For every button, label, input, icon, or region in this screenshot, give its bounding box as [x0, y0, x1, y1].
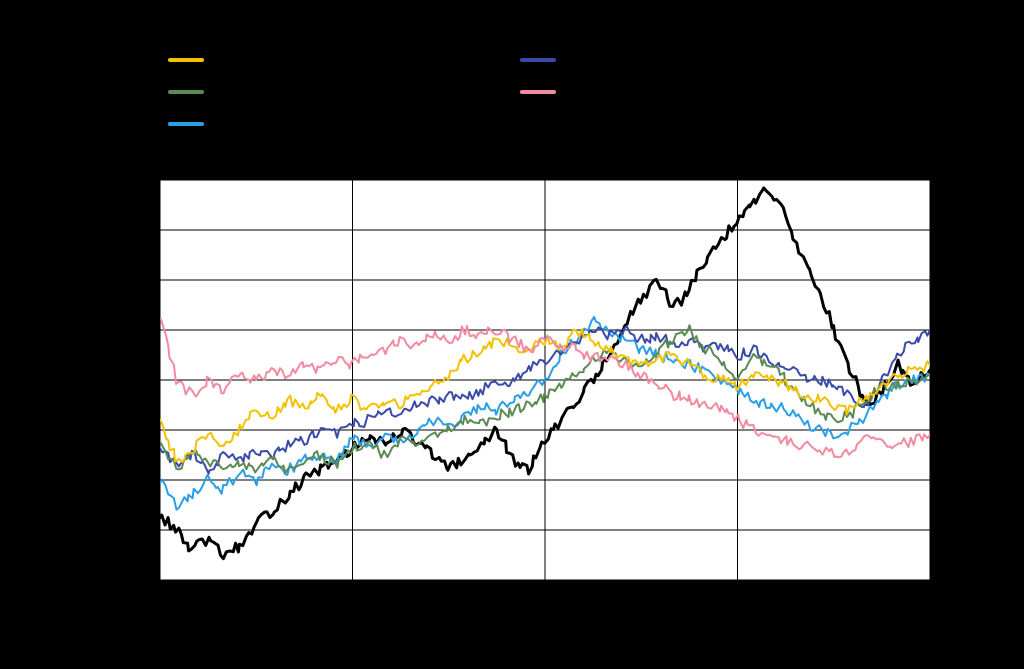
legend-swatch — [520, 58, 556, 62]
chart-plot — [160, 180, 930, 580]
legend-item — [520, 48, 574, 72]
legend-item — [168, 112, 222, 136]
chart-svg — [160, 180, 930, 594]
legend-swatch — [520, 90, 556, 94]
legend-swatch — [168, 90, 204, 94]
legend-item — [168, 80, 222, 104]
legend-item — [168, 48, 222, 72]
legend-item — [520, 80, 574, 104]
legend-swatch — [168, 58, 204, 62]
legend-swatch — [168, 122, 204, 126]
